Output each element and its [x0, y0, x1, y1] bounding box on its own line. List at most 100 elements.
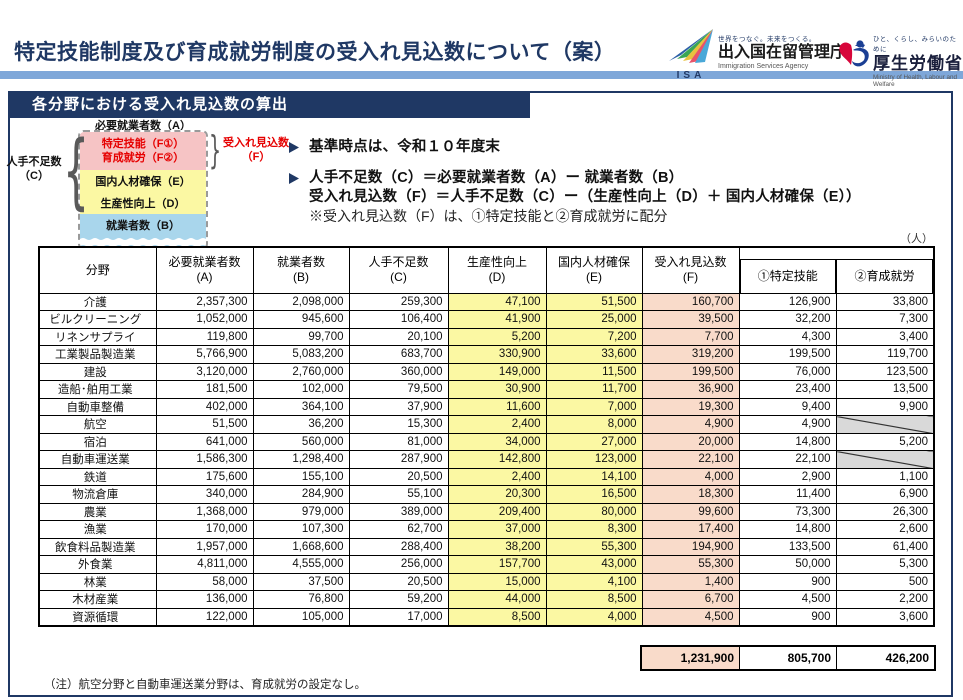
value-cell: 136,000 [155, 590, 254, 609]
value-cell: 47,100 [447, 292, 547, 311]
value-cell: 641,000 [155, 432, 254, 451]
value-cell: 2,400 [447, 467, 547, 486]
value-cell: 119,800 [155, 327, 254, 346]
col-header-f1: ①特定技能 [738, 246, 837, 294]
value-cell: 194,900 [641, 537, 740, 556]
value-cell: 6,700 [641, 590, 740, 609]
value-cell: 2,200 [835, 590, 935, 609]
table-row: 資源循環 122,000 105,000 17,000 8,500 4,000 4,500 9… [38, 607, 935, 626]
value-cell: 16,500 [545, 485, 643, 504]
mhlw-logo-icon [838, 38, 870, 77]
value-cell: 4,900 [641, 415, 740, 434]
diagram-box-productivity: 生産性向上（D） [80, 192, 206, 214]
left-brace: { [63, 124, 90, 219]
value-cell: 3,600 [835, 607, 935, 626]
value-cell: 55,300 [641, 555, 740, 574]
table-row: 木材産業 136,000 76,800 59,200 44,000 8,500 6,700 4… [38, 590, 935, 609]
table-row: 自動車整備 402,000 364,100 37,900 11,600 7,000 19,3… [38, 397, 935, 416]
value-cell: 122,000 [155, 607, 254, 626]
table-row: 自動車運送業 1,586,300 1,298,400 287,900 142,800 12… [38, 450, 935, 469]
value-cell: 20,000 [641, 432, 740, 451]
value-cell: 105,000 [252, 607, 350, 626]
totals-row: 1,231,900 805,700 426,200 [640, 645, 936, 671]
value-cell: 79,500 [348, 380, 449, 399]
value-cell: 11,400 [738, 485, 837, 504]
value-cell: 39,500 [641, 310, 740, 329]
total-intake-cell: 1,231,900 [642, 647, 739, 669]
na-cell [835, 415, 935, 434]
value-cell: 123,000 [545, 450, 643, 469]
value-cell: 9,900 [835, 397, 935, 416]
value-cell: 7,300 [835, 310, 935, 329]
value-cell: 3,120,000 [155, 362, 254, 381]
value-cell: 17,400 [641, 520, 740, 539]
col-header-a: 必要就業者数 (A) [155, 246, 254, 294]
diagram-label-intake-forecast: 受入れ見込数 （F） [223, 137, 289, 163]
value-cell: 80,000 [545, 502, 643, 521]
value-cell: 256,000 [348, 555, 449, 574]
value-cell: 22,100 [738, 450, 837, 469]
table-row: 工業製品製造業 5,766,900 5,083,200 683,700 330,900 3… [38, 345, 935, 364]
value-cell: 8,000 [545, 415, 643, 434]
value-cell: 4,555,000 [252, 555, 350, 574]
value-cell: 360,000 [348, 362, 449, 381]
value-cell: 37,900 [348, 397, 449, 416]
sector-name-cell: 工業製品製造業 [38, 345, 157, 364]
isa-logo: ISA [668, 28, 714, 81]
diagram-box-employed: 就業者数（B） [80, 214, 206, 236]
mhlw-name: 厚生労働省 [873, 54, 963, 73]
value-cell: 20,500 [348, 572, 449, 591]
value-cell: 288,400 [348, 537, 449, 556]
table-row: 航空 51,500 36,200 15,300 2,400 8,000 4,900 4,900 [38, 415, 935, 434]
value-cell: 1,668,600 [252, 537, 350, 556]
table-body: 介護 2,357,300 2,098,000 259,300 47,100 51,500 1… [38, 292, 935, 626]
sector-name-cell: 宿泊 [38, 432, 157, 451]
formula-note: ※受入れ見込数（F）は、①特定技能と②育成就労に配分 [309, 208, 668, 224]
value-cell: 41,900 [447, 310, 547, 329]
footnote: （注）航空分野と自動車運送業分野は、育成就労の設定なし。 [44, 679, 366, 691]
value-cell: 37,500 [252, 572, 350, 591]
value-cell: 25,000 [545, 310, 643, 329]
value-cell: 259,300 [348, 292, 449, 311]
value-cell: 142,800 [447, 450, 547, 469]
value-cell: 106,400 [348, 310, 449, 329]
isa-name: 出入国在留管理庁 [718, 44, 847, 61]
value-cell: 1,298,400 [252, 450, 350, 469]
value-cell: 123,500 [835, 362, 935, 381]
value-cell: 51,500 [545, 292, 643, 311]
sector-name-cell: 漁業 [38, 520, 157, 539]
mhlw-tagline: ひと、くらし、みらいのために [873, 36, 957, 53]
value-cell: 20,100 [348, 327, 449, 346]
bullet-item-basis: 基準時点は、令和１０年度末 [289, 138, 954, 157]
value-cell: 99,700 [252, 327, 350, 346]
table-row: 造船･舶用工業 181,500 102,000 79,500 30,900 11,700 3… [38, 380, 935, 399]
value-cell: 6,900 [835, 485, 935, 504]
value-cell: 170,000 [155, 520, 254, 539]
table-row: リネンサプライ 119,800 99,700 20,100 5,200 7,200 7,70… [38, 327, 935, 346]
unit-label: （人） [900, 233, 933, 245]
sector-name-cell: 物流倉庫 [38, 485, 157, 504]
value-cell: 14,100 [545, 467, 643, 486]
formula-line-1: 人手不足数（C）＝必要就業者数（A）ー 就業者数（B） [309, 170, 684, 186]
table-row: 介護 2,357,300 2,098,000 259,300 47,100 51,500 1… [38, 292, 935, 311]
value-cell: 22,100 [641, 450, 740, 469]
value-cell: 58,000 [155, 572, 254, 591]
value-cell: 900 [738, 607, 837, 626]
value-cell: 55,100 [348, 485, 449, 504]
value-cell: 9,400 [738, 397, 837, 416]
arrow-bullet-icon [289, 142, 299, 153]
value-cell: 8,300 [545, 520, 643, 539]
header-divider-bar [0, 71, 963, 79]
value-cell: 389,000 [348, 502, 449, 521]
value-cell: 402,000 [155, 397, 254, 416]
value-cell: 4,300 [738, 327, 837, 346]
value-cell: 23,400 [738, 380, 837, 399]
value-cell: 199,500 [641, 362, 740, 381]
value-cell: 107,300 [252, 520, 350, 539]
sector-name-cell: 飲食料品製造業 [38, 537, 157, 556]
value-cell: 11,600 [447, 397, 547, 416]
col-header-b: 就業者数 (B) [252, 246, 350, 294]
value-cell: 15,300 [348, 415, 449, 434]
value-cell: 7,200 [545, 327, 643, 346]
